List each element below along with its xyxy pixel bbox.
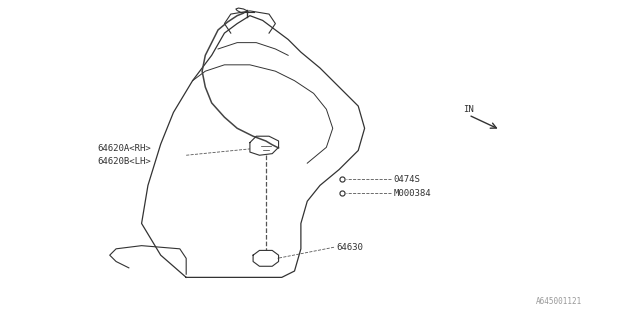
Text: 64620B<LH>: 64620B<LH> <box>97 157 151 166</box>
Text: 0474S: 0474S <box>394 174 420 184</box>
Text: IN: IN <box>463 105 474 114</box>
Text: 64630: 64630 <box>336 243 363 252</box>
Text: 64620A<RH>: 64620A<RH> <box>97 144 151 153</box>
Text: M000384: M000384 <box>394 189 431 198</box>
Text: A645001121: A645001121 <box>536 297 582 306</box>
